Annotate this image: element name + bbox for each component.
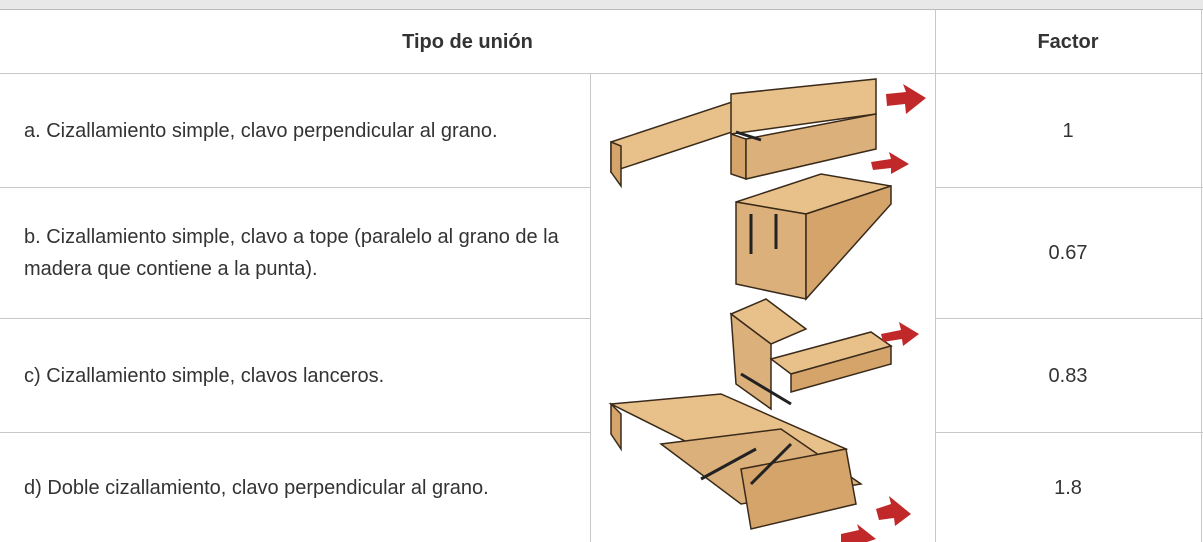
rule [590,73,591,542]
factor: 0.83 [1048,364,1088,387]
joint-type: c) Cizallamiento simple, clavos lanceros… [24,364,385,387]
rule [935,432,1203,433]
joint-type: a. Cizallamiento simple, clavo perpendic… [24,119,498,142]
header-cell: Factor [1037,30,1099,53]
joint-type: d) Doble cizallamiento, clavo perpendicu… [24,476,489,499]
rule [935,187,1203,188]
rule [0,187,590,188]
rule [0,318,590,319]
rule [935,10,936,542]
rule [0,73,1203,74]
top-bar [0,0,1203,10]
rule [0,432,590,433]
rule [1201,10,1202,542]
factor: 0.67 [1048,242,1088,264]
factor: 1.8 [1054,476,1082,499]
factor: 1 [1062,119,1074,142]
joint-type: b. Cizallamiento simple, clavo a tope (p… [24,226,559,280]
header-cell: Tipo de unión [402,30,533,53]
rule [935,318,1203,319]
joint-illustration [608,78,926,542]
